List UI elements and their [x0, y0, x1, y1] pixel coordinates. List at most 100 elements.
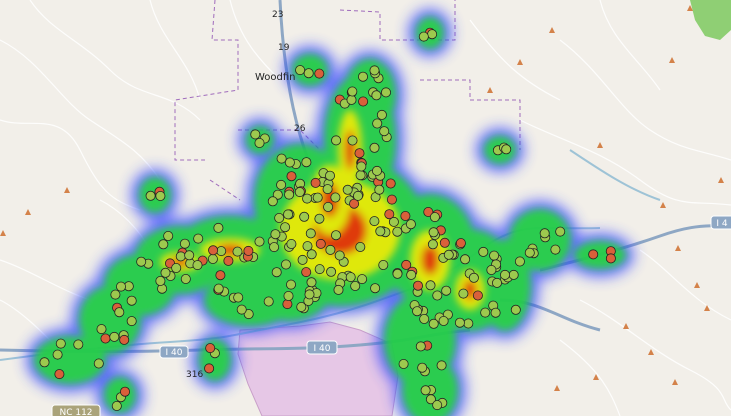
marker-green[interactable]	[369, 65, 380, 76]
marker-green[interactable]	[263, 296, 274, 307]
marker-green[interactable]	[388, 216, 399, 227]
marker-green[interactable]	[347, 135, 358, 146]
marker-green[interactable]	[550, 244, 561, 255]
marker-green[interactable]	[501, 144, 512, 155]
marker-green[interactable]	[269, 242, 280, 253]
marker-green[interactable]	[283, 290, 294, 301]
marker-green[interactable]	[325, 244, 336, 255]
marker-green[interactable]	[392, 226, 403, 237]
marker-red[interactable]	[120, 386, 131, 397]
marker-green[interactable]	[372, 118, 383, 129]
marker-green[interactable]	[355, 170, 366, 181]
marker-green[interactable]	[420, 385, 431, 396]
marker-green[interactable]	[418, 31, 429, 42]
marker-green[interactable]	[180, 273, 191, 284]
marker-green[interactable]	[283, 209, 294, 220]
marker-green[interactable]	[109, 331, 120, 342]
marker-green[interactable]	[39, 357, 50, 368]
marker-green[interactable]	[116, 281, 127, 292]
marker-green[interactable]	[342, 184, 353, 195]
marker-red[interactable]	[282, 299, 293, 310]
marker-green[interactable]	[428, 227, 439, 238]
marker-green[interactable]	[460, 254, 471, 265]
marker-green[interactable]	[192, 260, 203, 271]
marker-green[interactable]	[355, 241, 366, 252]
marker-green[interactable]	[254, 236, 265, 247]
marker-green[interactable]	[480, 307, 491, 318]
marker-green[interactable]	[306, 249, 317, 260]
marker-green[interactable]	[345, 272, 356, 283]
marker-green[interactable]	[524, 247, 535, 258]
marker-red[interactable]	[472, 290, 483, 301]
marker-green[interactable]	[398, 358, 409, 369]
marker-green[interactable]	[163, 230, 174, 241]
marker-green[interactable]	[305, 228, 316, 239]
marker-green[interactable]	[302, 193, 313, 204]
marker-green[interactable]	[93, 358, 104, 369]
marker-green[interactable]	[356, 161, 367, 172]
marker-green[interactable]	[380, 87, 391, 98]
marker-red[interactable]	[354, 148, 365, 159]
marker-green[interactable]	[490, 307, 501, 318]
marker-red[interactable]	[54, 369, 65, 380]
marker-green[interactable]	[454, 317, 465, 328]
marker-green[interactable]	[415, 341, 426, 352]
marker-red[interactable]	[385, 178, 396, 189]
marker-green[interactable]	[331, 135, 342, 146]
marker-green[interactable]	[136, 256, 147, 267]
marker-red[interactable]	[310, 177, 321, 188]
marker-green[interactable]	[350, 280, 361, 291]
marker-red[interactable]	[386, 194, 397, 205]
marker-green[interactable]	[155, 275, 166, 286]
marker-red[interactable]	[384, 209, 395, 220]
marker-green[interactable]	[52, 349, 63, 360]
marker-green[interactable]	[175, 251, 186, 262]
marker-green[interactable]	[73, 339, 84, 350]
marker-red[interactable]	[358, 96, 369, 107]
marker-green[interactable]	[436, 360, 447, 371]
marker-red[interactable]	[423, 206, 434, 217]
marker-green[interactable]	[352, 190, 363, 201]
marker-green[interactable]	[110, 289, 121, 300]
marker-green[interactable]	[514, 256, 525, 267]
marker-red[interactable]	[588, 249, 599, 260]
marker-red[interactable]	[223, 255, 234, 266]
marker-green[interactable]	[297, 254, 308, 265]
marker-green[interactable]	[295, 65, 306, 76]
marker-green[interactable]	[330, 192, 341, 203]
marker-green[interactable]	[213, 283, 224, 294]
marker-green[interactable]	[250, 129, 261, 140]
marker-green[interactable]	[306, 277, 317, 288]
marker-green[interactable]	[539, 228, 550, 239]
marker-green[interactable]	[126, 295, 137, 306]
marker-green[interactable]	[114, 307, 125, 318]
marker-green[interactable]	[276, 179, 287, 190]
marker-green[interactable]	[405, 219, 416, 230]
marker-green[interactable]	[379, 126, 390, 137]
marker-green[interactable]	[267, 196, 278, 207]
marker-red[interactable]	[208, 245, 219, 256]
marker-green[interactable]	[243, 309, 254, 320]
marker-red[interactable]	[315, 238, 326, 249]
marker-green[interactable]	[425, 394, 436, 405]
marker-green[interactable]	[299, 211, 310, 222]
marker-green[interactable]	[296, 301, 307, 312]
marker-green[interactable]	[432, 290, 443, 301]
marker-green[interactable]	[314, 264, 325, 275]
marker-green[interactable]	[508, 269, 519, 280]
marker-green[interactable]	[274, 212, 285, 223]
marker-green[interactable]	[429, 212, 440, 223]
marker-green[interactable]	[419, 313, 430, 324]
marker-green[interactable]	[428, 318, 439, 329]
marker-green[interactable]	[284, 157, 295, 168]
marker-green[interactable]	[499, 269, 510, 280]
marker-green[interactable]	[346, 94, 357, 105]
marker-green[interactable]	[371, 165, 382, 176]
marker-green[interactable]	[486, 264, 497, 275]
marker-green[interactable]	[304, 289, 315, 300]
marker-green[interactable]	[425, 280, 436, 291]
marker-green[interactable]	[417, 362, 428, 373]
marker-green[interactable]	[333, 284, 344, 295]
marker-green[interactable]	[347, 86, 358, 97]
